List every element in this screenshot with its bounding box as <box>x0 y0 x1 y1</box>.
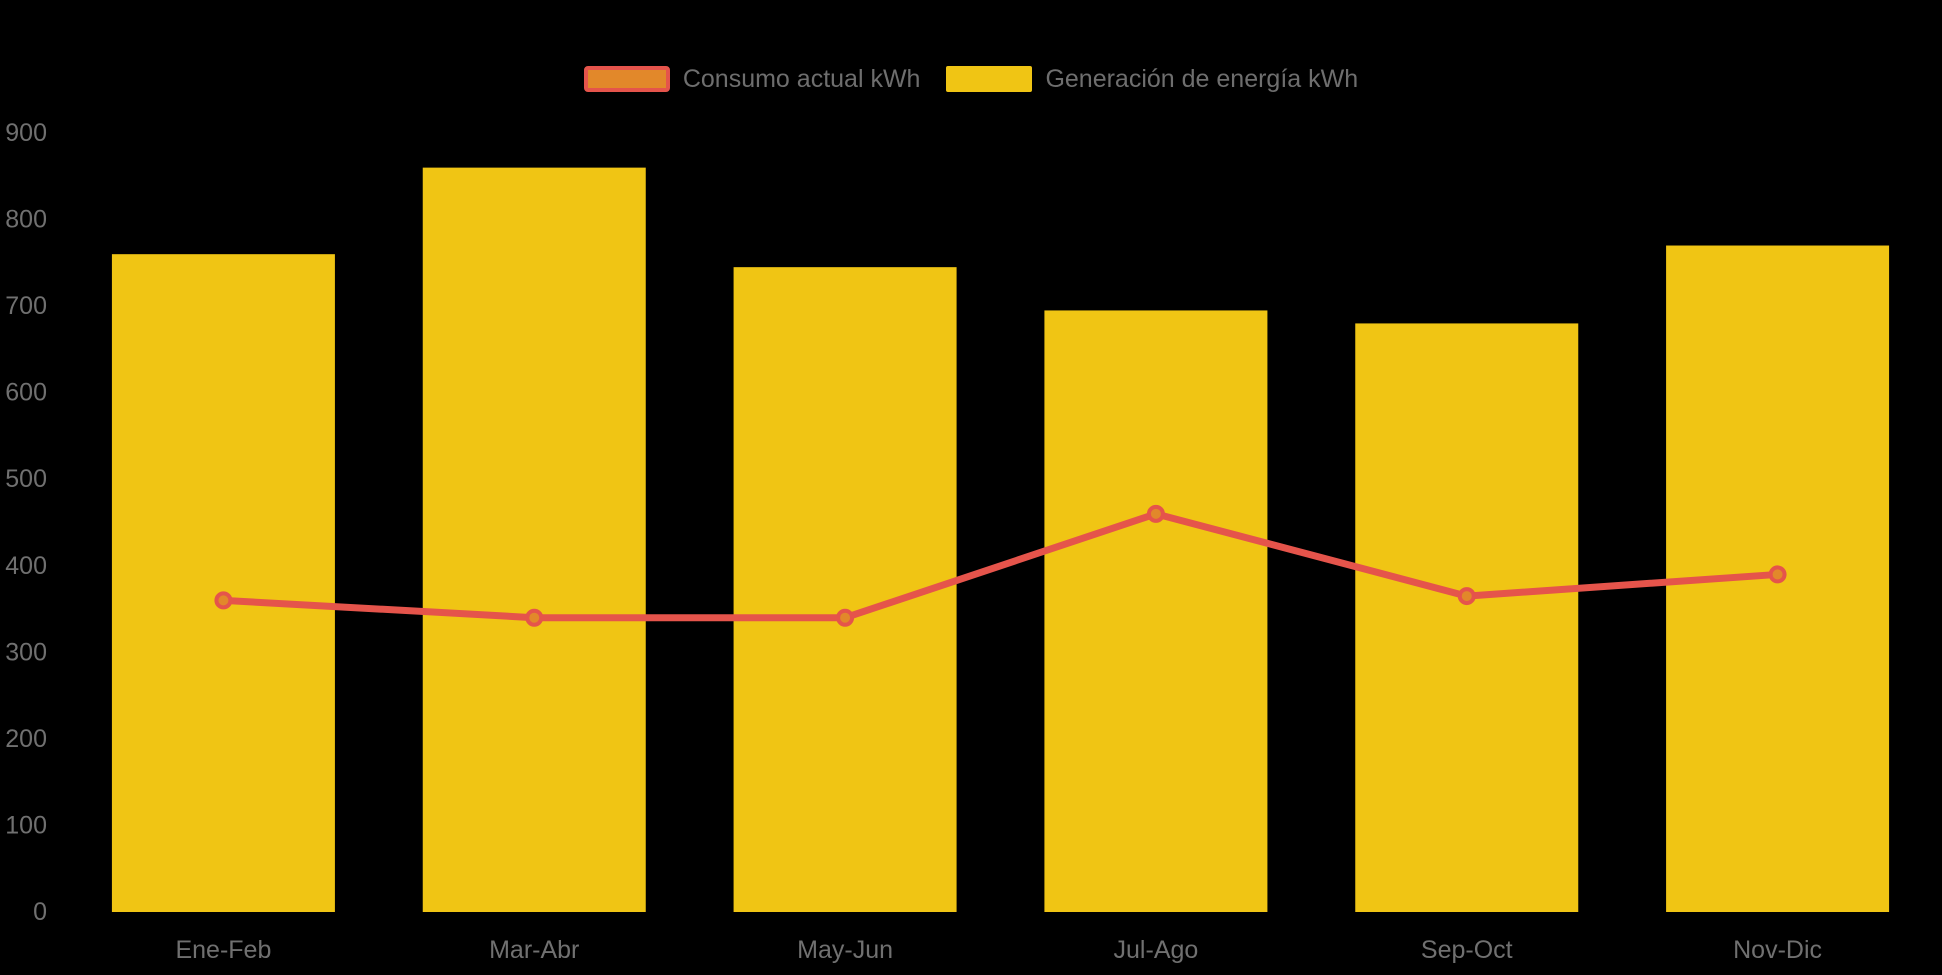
generacion-bar[interactable] <box>422 167 646 913</box>
generacion-bar[interactable] <box>111 254 335 912</box>
legend-item-generacion[interactable]: Generación de energía kWh <box>946 66 1358 92</box>
generacion-bar[interactable] <box>1355 323 1579 912</box>
consumo-line-point[interactable] <box>214 591 233 610</box>
x-axis-label: Mar-Abr <box>489 936 579 964</box>
generacion-legend-swatch <box>946 66 1033 92</box>
consumo-legend-swatch <box>583 66 670 92</box>
consumo-legend-label: Consumo actual kWh <box>682 64 921 93</box>
consumo-line <box>219 510 1782 622</box>
y-axis-tick-label: 200 <box>5 725 47 753</box>
x-axis-label: Ene-Feb <box>175 936 271 964</box>
y-axis-tick-label: 300 <box>5 638 47 666</box>
x-axis-label: Sep-Oct <box>1421 936 1513 964</box>
generacion-legend-label: Generación de energía kWh <box>1045 64 1359 93</box>
y-axis-tick-label: 100 <box>5 811 47 839</box>
y-axis-tick-label: 400 <box>5 552 47 580</box>
legend-item-consumo[interactable]: Consumo actual kWh <box>583 64 921 93</box>
consumo-line-point[interactable] <box>1457 587 1476 606</box>
y-axis-tick-label: 800 <box>5 206 47 234</box>
consumo-line-point[interactable] <box>525 608 544 627</box>
x-axis-label: Nov-Dic <box>1733 936 1822 964</box>
y-axis-tick-label: 500 <box>5 465 47 493</box>
consumo-line-point[interactable] <box>1768 565 1787 584</box>
x-axis-label: May-Jun <box>797 936 893 964</box>
consumo-line-point[interactable] <box>836 608 855 627</box>
y-axis-tick-label: 700 <box>5 292 47 320</box>
chart-legend: Consumo actual kWh Generación de energía… <box>0 66 1942 92</box>
y-axis-tick-label: 900 <box>5 119 47 147</box>
y-axis-tick-label: 600 <box>5 379 47 407</box>
y-axis-tick-label: 0 <box>33 898 47 926</box>
x-axis-label: Jul-Ago <box>1114 936 1199 964</box>
consumo-line-point[interactable] <box>1146 504 1165 523</box>
generacion-bar[interactable] <box>1044 310 1268 912</box>
